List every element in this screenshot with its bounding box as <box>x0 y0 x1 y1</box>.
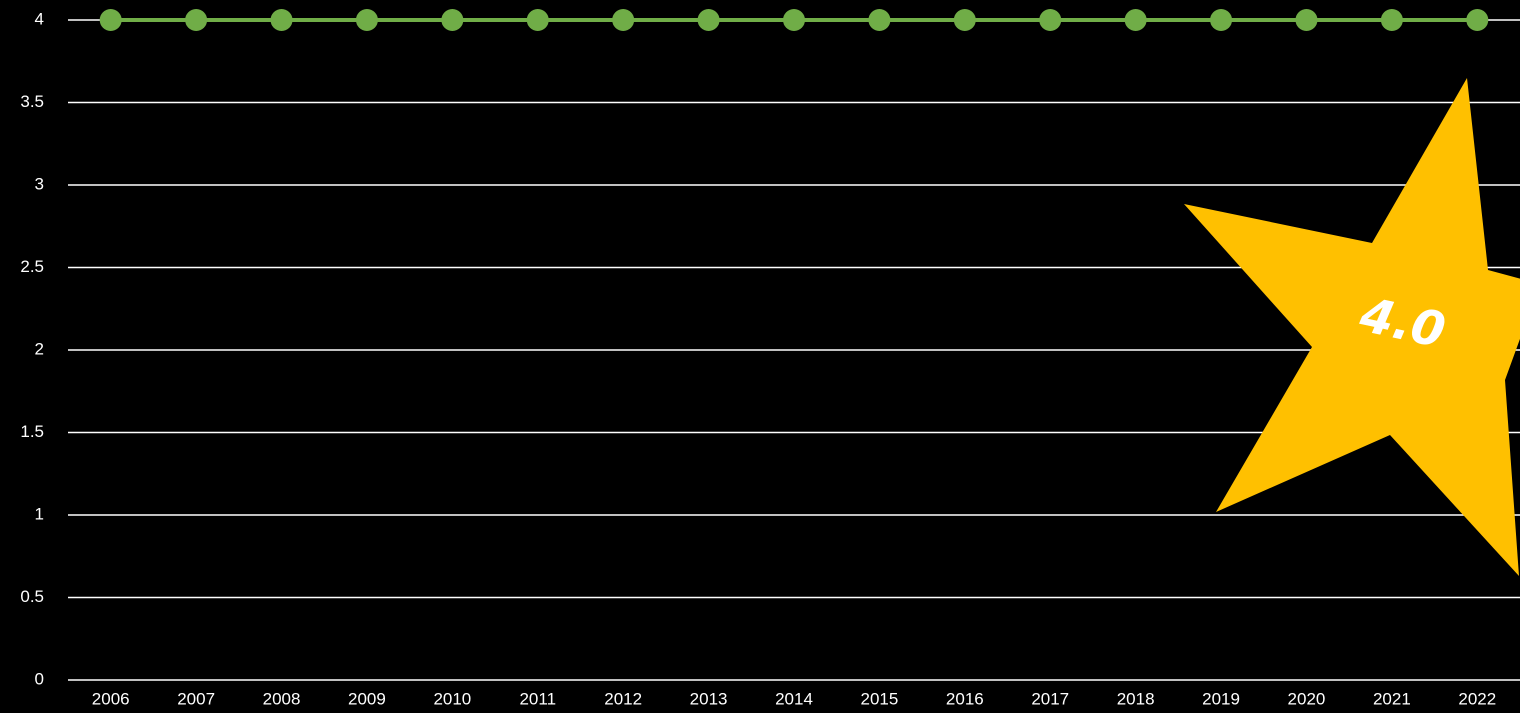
data-point <box>270 9 293 31</box>
x-tick-label: 2009 <box>348 689 386 708</box>
data-point <box>1466 9 1489 31</box>
data-point <box>1380 9 1403 31</box>
star-annotation: 4.0 <box>1184 78 1520 576</box>
x-tick-label: 2017 <box>1031 689 1069 708</box>
x-tick-label: 2010 <box>433 689 471 708</box>
x-tick-label: 2019 <box>1202 689 1240 708</box>
x-tick-label: 2012 <box>604 689 642 708</box>
star-badge-icon <box>1184 78 1520 576</box>
x-tick-label: 2006 <box>92 689 130 708</box>
y-tick-label: 0.5 <box>20 587 44 606</box>
y-tick-label: 2.5 <box>20 257 44 276</box>
y-tick-label: 4 <box>35 9 44 28</box>
x-tick-label: 2018 <box>1117 689 1155 708</box>
data-point <box>99 9 122 31</box>
x-tick-label: 2011 <box>519 689 556 708</box>
series-layer <box>99 9 1489 31</box>
x-tick-label: 2016 <box>946 689 984 708</box>
data-point <box>1039 9 1062 31</box>
y-tick-label: 3 <box>35 174 44 193</box>
x-tick-label: 2013 <box>690 689 728 708</box>
data-point <box>953 9 976 31</box>
data-point <box>783 9 805 31</box>
data-point <box>1210 9 1233 31</box>
data-point <box>1295 9 1318 31</box>
x-axis-tick-labels: 2006 2007 2008 2009 2010 2011 2012 2013 2014 2015… <box>92 689 1496 708</box>
x-tick-label: 2022 <box>1458 689 1496 708</box>
x-tick-label: 2021 <box>1373 689 1411 708</box>
x-tick-label: 2007 <box>177 689 215 708</box>
data-point <box>1124 9 1147 31</box>
y-tick-label: 1 <box>35 504 44 523</box>
y-tick-label: 1.5 <box>20 422 44 441</box>
data-point <box>697 9 720 31</box>
data-point <box>185 9 208 31</box>
y-axis-tick-labels: 0 0.5 1 1.5 2 2.5 3 3.5 4 <box>20 9 44 688</box>
data-point <box>612 9 635 31</box>
x-tick-label: 2020 <box>1288 689 1326 708</box>
y-tick-label: 3.5 <box>20 92 44 111</box>
data-point <box>526 9 549 31</box>
x-tick-label: 2014 <box>775 689 813 708</box>
data-point <box>441 9 464 31</box>
y-tick-label: 2 <box>35 339 44 358</box>
x-tick-label: 2015 <box>860 689 898 708</box>
gridlines <box>68 19 1520 681</box>
y-tick-label: 0 <box>35 669 44 688</box>
x-tick-label: 2008 <box>263 689 301 708</box>
data-point <box>355 9 378 31</box>
data-point <box>868 9 891 31</box>
